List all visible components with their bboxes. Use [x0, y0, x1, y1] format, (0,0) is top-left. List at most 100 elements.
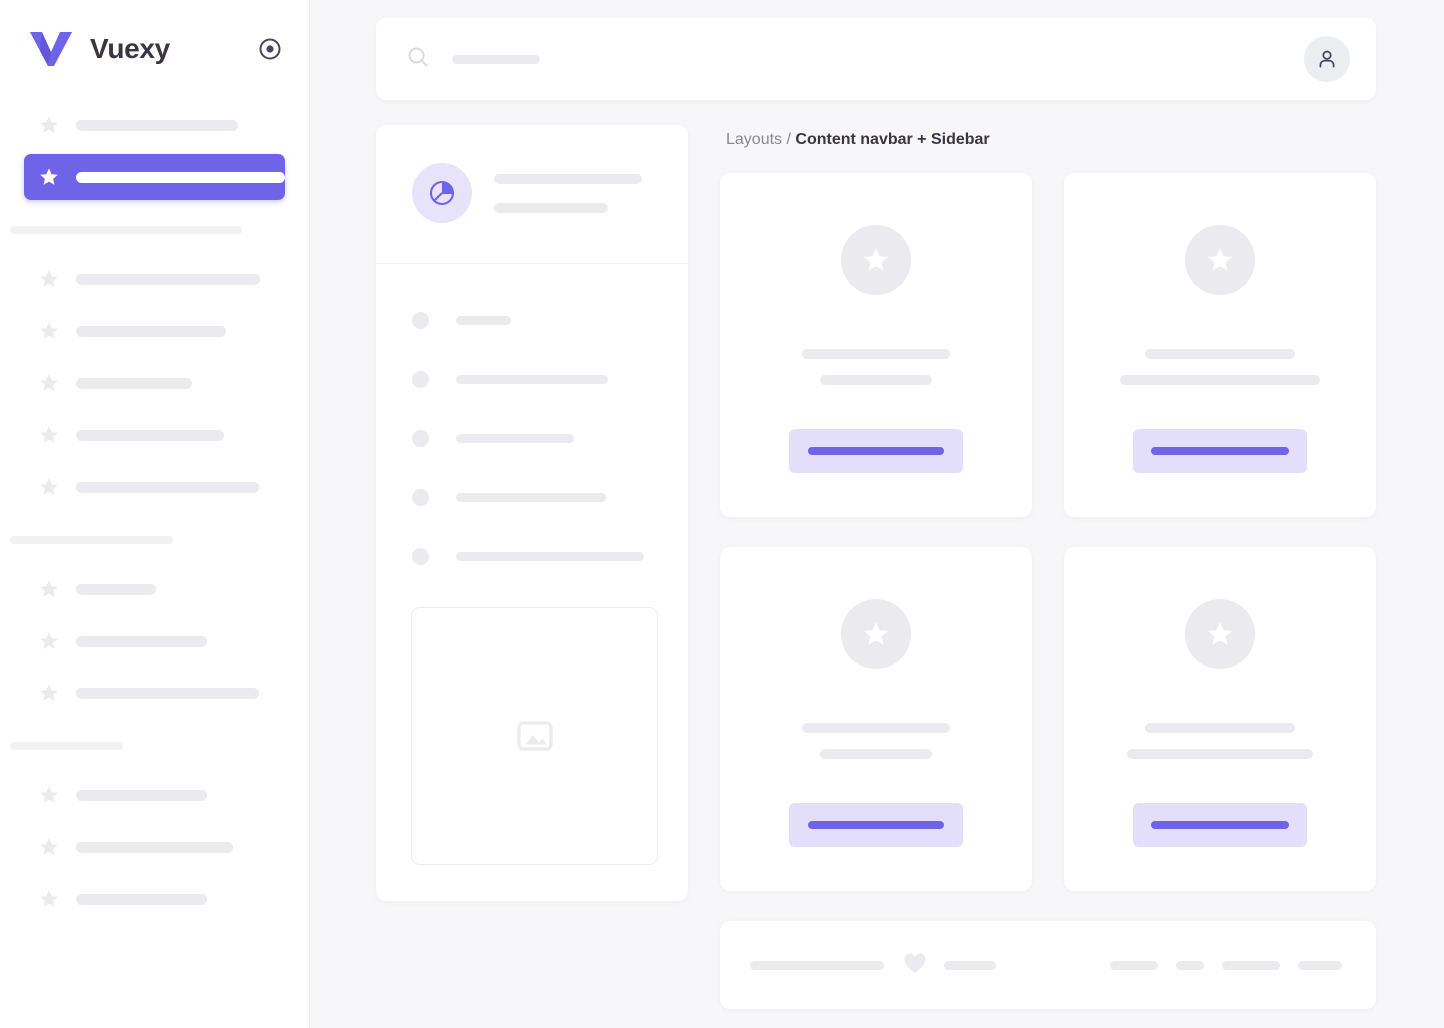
- sidebar-item[interactable]: [24, 876, 285, 922]
- star-icon: [38, 424, 60, 446]
- card-avatar: [1185, 599, 1255, 669]
- dot-icon: [412, 371, 429, 388]
- star-icon: [38, 476, 60, 498]
- list-item[interactable]: [412, 371, 658, 388]
- footer-link-skeleton[interactable]: [1176, 960, 1204, 970]
- breadcrumb-current: Content navbar + Sidebar: [795, 131, 990, 148]
- sidebar-item[interactable]: [24, 618, 285, 664]
- card-title-skeleton: [1145, 349, 1295, 359]
- footer-link-skeleton[interactable]: [1298, 960, 1342, 970]
- sidebar-item[interactable]: [24, 566, 285, 612]
- footer-link-skeleton[interactable]: [1110, 960, 1158, 970]
- card-title-skeleton: [1145, 723, 1295, 733]
- sidebar-item-label-skeleton: [76, 119, 238, 131]
- card-subtitle-skeleton: [1120, 375, 1320, 385]
- card-action-button[interactable]: [789, 803, 963, 847]
- sidebar-item[interactable]: [24, 772, 285, 818]
- list-item-label-skeleton: [456, 434, 574, 443]
- star-icon: [864, 248, 888, 271]
- card-action-button[interactable]: [789, 429, 963, 473]
- sidebar-item-active[interactable]: [24, 154, 285, 200]
- product-card[interactable]: [720, 547, 1032, 891]
- image-placeholder-icon: [516, 721, 553, 751]
- star-icon: [38, 320, 60, 342]
- card-action-button-label-skeleton: [808, 447, 944, 455]
- sidebar-item[interactable]: [24, 308, 285, 354]
- vuexy-v-logo-icon: [28, 30, 74, 68]
- footer-link-skeleton[interactable]: [1222, 960, 1280, 970]
- list-item[interactable]: [412, 312, 658, 329]
- sidebar-item-label-skeleton: [76, 481, 259, 493]
- sidebar-item[interactable]: [24, 412, 285, 458]
- card-action-button-label-skeleton: [1151, 447, 1289, 455]
- star-icon: [38, 888, 60, 910]
- star-icon: [1208, 248, 1232, 271]
- card-action-button-label-skeleton: [1151, 821, 1289, 829]
- panel-header: [376, 125, 688, 264]
- sidebar-item-label-skeleton: [76, 841, 233, 853]
- list-item[interactable]: [412, 489, 658, 506]
- list-item-label-skeleton: [456, 375, 608, 384]
- product-card[interactable]: [1064, 547, 1376, 891]
- sidebar-item[interactable]: [24, 360, 285, 406]
- dot-icon: [412, 430, 429, 447]
- content-row: Layouts / Content navbar + Sidebar: [376, 125, 1376, 1009]
- sidebar-item[interactable]: [24, 464, 285, 510]
- heart-icon[interactable]: [902, 950, 928, 981]
- sidebar-item-label-skeleton: [76, 429, 224, 441]
- star-icon: [38, 166, 60, 188]
- star-icon: [38, 836, 60, 858]
- card-action-button[interactable]: [1133, 429, 1307, 473]
- avatar[interactable]: [1304, 36, 1350, 82]
- footer-mid-skeleton: [944, 960, 996, 970]
- sidebar-item-label-skeleton: [76, 377, 192, 389]
- sidebar-item[interactable]: [24, 670, 285, 716]
- breadcrumb: Layouts / Content navbar + Sidebar: [720, 125, 1376, 173]
- panel-header-line-2: [494, 202, 608, 213]
- card-avatar: [1185, 225, 1255, 295]
- list-item[interactable]: [412, 548, 658, 565]
- sidebar-item-label-skeleton: [76, 789, 207, 801]
- product-card[interactable]: [720, 173, 1032, 517]
- sidebar-item-label-skeleton: [76, 893, 207, 905]
- sidebar-item[interactable]: [24, 824, 285, 870]
- star-icon: [38, 372, 60, 394]
- dot-icon: [412, 312, 429, 329]
- left-panel-card: [376, 125, 688, 901]
- card-avatar: [841, 599, 911, 669]
- star-icon: [864, 622, 888, 645]
- dot-icon: [412, 489, 429, 506]
- card-subtitle-skeleton: [820, 375, 932, 385]
- product-card[interactable]: [1064, 173, 1376, 517]
- star-icon: [1208, 622, 1232, 645]
- pie-chart-icon: [412, 163, 472, 223]
- sidebar-item[interactable]: [24, 102, 285, 148]
- panel-list: [376, 264, 688, 565]
- pin-circle-dot-icon[interactable]: [257, 36, 283, 62]
- sidebar-header: Vuexy: [0, 0, 309, 98]
- right-column: Layouts / Content navbar + Sidebar: [720, 125, 1376, 1009]
- star-icon: [38, 578, 60, 600]
- list-item[interactable]: [412, 430, 658, 447]
- card-subtitle-skeleton: [1127, 749, 1313, 759]
- top-navbar: [376, 18, 1376, 100]
- sidebar-section-divider: [10, 536, 173, 544]
- search-input[interactable]: [406, 45, 540, 74]
- sidebar-item-label-skeleton: [76, 325, 226, 337]
- sidebar: Vuexy: [0, 0, 310, 1028]
- sidebar-item-label-skeleton: [76, 273, 260, 285]
- breadcrumb-parent[interactable]: Layouts: [726, 131, 783, 148]
- star-icon: [38, 682, 60, 704]
- footer-right-skeletons: [1110, 960, 1342, 970]
- footer-bar: [720, 921, 1376, 1009]
- panel-header-skeletons: [494, 173, 658, 213]
- card-grid: [720, 173, 1376, 891]
- brand-name: Vuexy: [90, 33, 170, 64]
- image-placeholder: [411, 607, 658, 865]
- sidebar-item-label-skeleton: [76, 687, 259, 699]
- list-item-label-skeleton: [456, 316, 511, 325]
- sidebar-item[interactable]: [24, 256, 285, 302]
- card-action-button[interactable]: [1133, 803, 1307, 847]
- footer-left-skeleton: [750, 960, 884, 970]
